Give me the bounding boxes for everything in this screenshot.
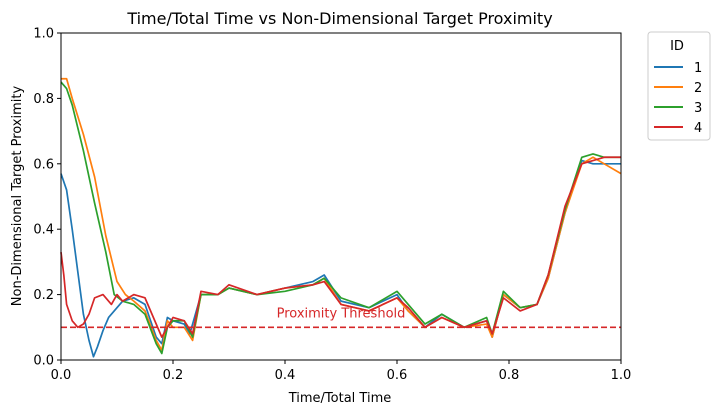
x-tick-label: 1.0 xyxy=(611,368,632,383)
y-axis: 0.0 0.2 0.4 0.6 0.8 1.0 xyxy=(33,27,61,369)
series-line-4 xyxy=(60,156,621,338)
y-tick-label: 0.2 xyxy=(33,288,54,303)
y-tick-label: 0.0 xyxy=(33,354,54,369)
plot-lines xyxy=(60,77,622,358)
y-tick-label: 0.4 xyxy=(33,223,54,238)
legend-title: ID xyxy=(670,39,684,54)
x-tick-label: 0.6 xyxy=(387,368,408,383)
x-tick-label: 0.2 xyxy=(163,368,184,383)
x-axis-label: Time/Total Time xyxy=(288,391,392,406)
legend-label-3: 3 xyxy=(694,101,702,116)
legend-items: 1 2 3 4 xyxy=(654,61,702,136)
y-tick-label: 0.8 xyxy=(33,92,54,107)
y-axis-label: Non-Dimensional Target Proximity xyxy=(10,86,25,307)
threshold-label: Proximity Threshold xyxy=(277,306,406,321)
chart-title: Time/Total Time vs Non-Dimensional Targe… xyxy=(126,9,552,28)
x-tick-label: 0.0 xyxy=(51,368,72,383)
legend-label-1: 1 xyxy=(694,61,702,76)
x-tick-label: 0.4 xyxy=(275,368,296,383)
x-axis: 0.0 0.2 0.4 0.6 0.8 1.0 xyxy=(51,360,632,383)
legend-label-2: 2 xyxy=(694,81,702,96)
y-tick-label: 1.0 xyxy=(33,27,54,42)
legend-label-4: 4 xyxy=(694,121,702,136)
threshold-group: Proximity Threshold xyxy=(61,306,621,329)
x-tick-label: 0.8 xyxy=(499,368,520,383)
legend: ID 1 2 3 4 xyxy=(647,31,711,141)
plot-frame xyxy=(60,32,622,361)
y-tick-label: 0.6 xyxy=(33,157,54,172)
